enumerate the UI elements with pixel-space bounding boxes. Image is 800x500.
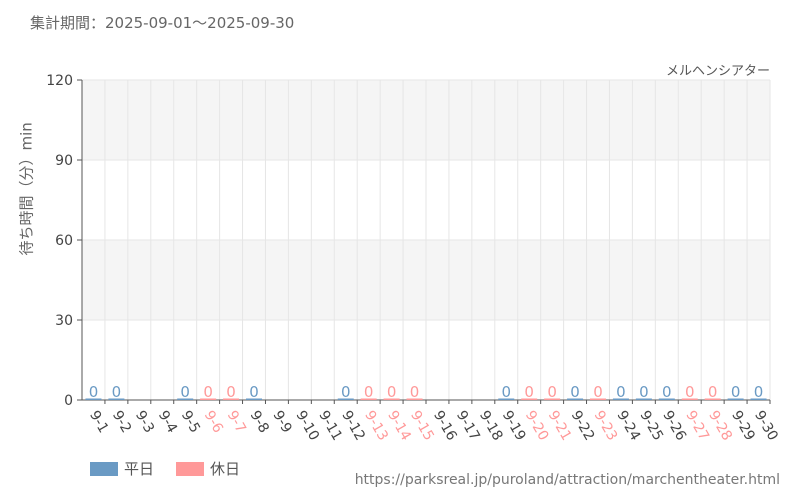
bar: [612, 398, 629, 400]
x-tick-label: 9-22: [568, 408, 598, 444]
bar-value-label: 0: [708, 383, 718, 401]
bar: [406, 398, 423, 400]
x-tick-label: 9-26: [659, 408, 689, 444]
bar: [681, 398, 698, 400]
collection-period: 集計期間：2025-09-01～2025-09-30: [30, 14, 295, 32]
bar-value-label: 0: [524, 383, 534, 401]
bar-value-label: 0: [570, 383, 580, 401]
bar-value-label: 0: [639, 383, 649, 401]
source-url[interactable]: https://parksreal.jp/puroland/attraction…: [354, 472, 780, 488]
y-tick-label: 90: [55, 153, 73, 169]
bar-value-label: 0: [341, 383, 351, 401]
bar: [635, 398, 652, 400]
bar-value-label: 0: [593, 383, 603, 401]
chart-title: メルヘンシアター: [665, 64, 770, 79]
x-tick-label: 9-24: [613, 408, 643, 444]
x-tick-label: 9-14: [384, 408, 414, 444]
bar: [360, 398, 377, 400]
bar-value-label: 0: [685, 383, 695, 401]
x-tick-label: 9-13: [361, 408, 391, 444]
x-tick-label: 9-9: [269, 408, 294, 436]
x-tick-label: 9-28: [705, 408, 735, 444]
x-tick-label: 9-8: [247, 408, 272, 436]
bar: [544, 398, 561, 400]
x-tick-label: 9-29: [728, 408, 758, 444]
bar: [750, 398, 767, 400]
bar-value-label: 0: [180, 383, 190, 401]
weekday-swatch: [90, 461, 118, 476]
legend-label-weekday: 平日: [124, 460, 155, 478]
x-tick-label: 9-3: [132, 408, 157, 436]
bar-value-label: 0: [731, 383, 741, 401]
bar-value-label: 0: [410, 383, 420, 401]
bar: [246, 398, 262, 400]
bar: [567, 398, 584, 400]
bar-value-label: 0: [226, 383, 236, 401]
bar: [704, 398, 721, 400]
x-tick-label: 9-27: [682, 408, 712, 444]
bar-value-label: 0: [662, 383, 672, 401]
bar: [383, 398, 400, 400]
bar-value-label: 0: [387, 383, 397, 401]
legend-label-holiday: 休日: [210, 460, 241, 478]
bar: [498, 398, 515, 400]
legend-item-holiday[interactable]: 休日: [176, 458, 240, 479]
bar-value-label: 0: [547, 383, 557, 401]
bar: [108, 398, 125, 400]
x-tick-label: 9-6: [201, 408, 226, 436]
holiday-swatch: [176, 461, 205, 476]
x-tick-label: 9-5: [178, 408, 203, 436]
x-tick-label: 9-11: [315, 408, 345, 444]
x-tick-label: 9-16: [430, 408, 460, 444]
bar: [521, 398, 538, 400]
bar-value-label: 0: [501, 383, 511, 401]
x-tick-label: 9-15: [407, 408, 437, 444]
bar-value-label: 0: [364, 383, 374, 401]
bar: [177, 398, 194, 400]
bar-value-label: 0: [616, 383, 626, 401]
x-tick-label: 9-20: [522, 408, 552, 444]
y-tick-label: 120: [46, 73, 73, 89]
x-tick-label: 9-17: [453, 408, 483, 444]
bar: [85, 398, 102, 400]
x-tick-label: 9-4: [155, 408, 180, 436]
bar-value-label: 0: [203, 383, 213, 401]
legend: 平日 休日: [90, 458, 240, 479]
bar: [337, 398, 354, 400]
bar-value-label: 0: [89, 383, 99, 401]
bar-value-label: 0: [754, 383, 764, 401]
bar: [658, 398, 675, 400]
bar: [200, 398, 217, 400]
bar: [590, 398, 606, 400]
x-tick-label: 9-23: [591, 408, 621, 444]
bar-value-label: 0: [112, 383, 122, 401]
x-tick-label: 9-25: [636, 408, 666, 444]
wait-time-chart: 030609012009-109-29-39-409-509-609-709-8…: [46, 73, 781, 444]
y-tick-label: 60: [55, 233, 73, 249]
y-tick-label: 0: [64, 393, 73, 409]
bar-value-label: 0: [249, 383, 259, 401]
x-tick-label: 9-2: [109, 408, 134, 436]
x-tick-label: 9-30: [751, 408, 781, 444]
x-tick-label: 9-18: [476, 408, 506, 444]
x-tick-label: 9-19: [499, 408, 529, 444]
x-tick-label: 9-12: [338, 408, 368, 444]
x-tick-label: 9-1: [86, 408, 111, 436]
legend-item-weekday[interactable]: 平日: [90, 458, 154, 479]
y-tick-label: 30: [55, 313, 73, 329]
bar: [223, 398, 240, 400]
x-tick-label: 9-21: [545, 408, 575, 444]
x-tick-label: 9-7: [224, 408, 249, 436]
x-tick-label: 9-10: [292, 408, 322, 444]
bar: [727, 398, 744, 400]
